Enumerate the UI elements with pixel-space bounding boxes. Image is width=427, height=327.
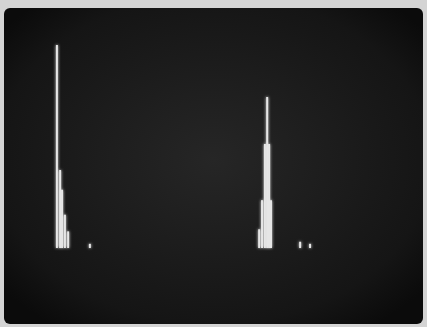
spectral-line xyxy=(59,170,61,248)
spectral-line xyxy=(270,200,272,248)
spectral-line xyxy=(89,244,91,248)
spectral-line xyxy=(258,229,260,248)
spectral-line xyxy=(266,97,268,248)
screen xyxy=(4,8,423,324)
spectral-line xyxy=(264,144,266,248)
photo-border xyxy=(0,0,427,327)
spectral-line xyxy=(309,244,311,248)
spectral-line xyxy=(299,242,301,248)
spectral-line xyxy=(261,200,263,248)
spectral-line xyxy=(67,231,69,248)
spectral-line xyxy=(268,144,270,248)
baseline xyxy=(55,247,375,250)
spectral-line xyxy=(61,190,63,248)
spectral-line xyxy=(56,45,58,248)
spectral-line xyxy=(64,215,66,248)
spectral-lines xyxy=(57,45,310,248)
chart xyxy=(0,0,427,327)
